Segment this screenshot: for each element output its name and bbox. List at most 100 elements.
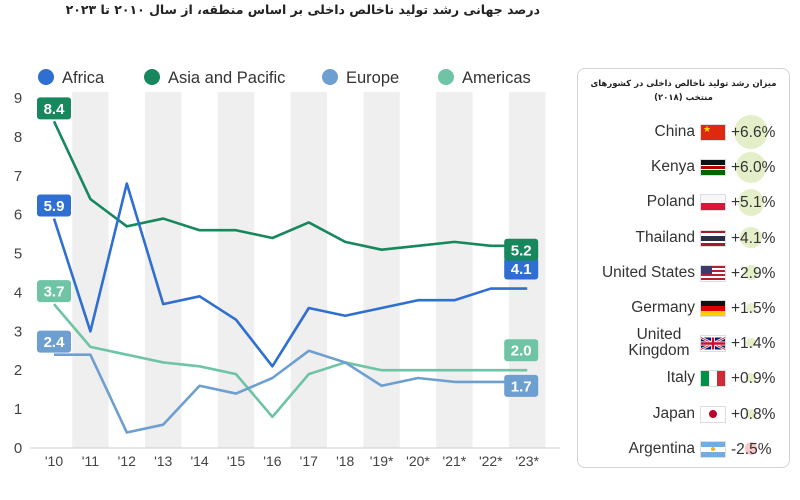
country-row: Poland +5.1% [578, 187, 791, 217]
x-tick-label: '16 [263, 453, 281, 469]
country-name: United States [601, 263, 695, 281]
usa-flag-icon [700, 264, 726, 282]
series-line-americas [53, 303, 528, 419]
country-value: +6.0% [731, 159, 776, 177]
value-bubble [744, 442, 758, 456]
country-value: +0.9% [731, 370, 776, 388]
country-name: Italy [666, 369, 695, 387]
x-tick-label: '23* [515, 453, 539, 469]
series-lines [52, 120, 528, 434]
year-stripe [290, 92, 327, 448]
data-label-box [37, 194, 71, 217]
country-value: +1.4% [731, 335, 776, 353]
legend-label: Europe [346, 69, 399, 87]
argentina-flag-icon [700, 440, 726, 458]
country-name: Japan [652, 404, 695, 422]
uk-flag-icon [700, 335, 726, 353]
series-line-asia-and-pacific [52, 120, 528, 251]
country-row: United States +2.9% [578, 258, 791, 288]
x-tick-label: '19* [370, 453, 394, 469]
x-tick-label: '10 [45, 453, 63, 469]
y-tick-label: 6 [14, 207, 22, 224]
country-row: Thailand +4.1% [578, 223, 791, 253]
series-line-africa [52, 182, 528, 368]
year-stripe [72, 92, 109, 448]
y-tick-label: 5 [14, 246, 22, 263]
data-label-box [504, 374, 539, 397]
country-value: +6.6% [731, 124, 776, 141]
value-bubble [735, 151, 767, 183]
thailand-flag-icon [700, 229, 726, 247]
x-tick-label: '14 [190, 453, 208, 469]
y-tick-label: 1 [14, 401, 22, 418]
data-label: 5.2 [511, 242, 532, 259]
italy-flag-icon [700, 370, 726, 388]
country-value: +5.1% [731, 194, 776, 212]
x-tick-label: '12 [118, 453, 136, 469]
y-tick-label: 2 [14, 362, 22, 379]
data-label: 1.7 [511, 378, 532, 395]
legend-marker [438, 69, 454, 85]
country-name: China [654, 123, 696, 140]
x-tick-label: '13 [154, 453, 172, 469]
country-value: +0.8% [731, 405, 776, 423]
y-tick-label: 4 [14, 284, 22, 301]
legend-marker [38, 69, 54, 85]
country-name: Argentina [628, 439, 695, 457]
country-growth-panel: میزان رشد تولید ناخالص داخلی در کشورهای … [577, 68, 790, 468]
data-label-box [37, 280, 71, 303]
data-label-box [504, 339, 539, 362]
legend: Africa Asia and Pacific Europe Americas [38, 69, 531, 87]
y-tick-label: 0 [14, 440, 22, 457]
data-label-box [37, 330, 71, 353]
country-name: Thailand [635, 228, 695, 246]
value-bubble [743, 265, 759, 281]
y-tick-label: 7 [14, 168, 22, 185]
country-row: United Kingdom +1.4% [578, 326, 791, 360]
year-stripes [30, 92, 560, 449]
country-row: Germany +1.5% [578, 293, 791, 323]
country-value: +2.9% [731, 264, 776, 282]
china-flag-icon: ★ [700, 124, 726, 141]
x-tick-label: '22* [479, 453, 503, 469]
legend-label: Americas [462, 69, 531, 87]
y-tick-label: 8 [14, 129, 22, 146]
country-row: Kenya +6.0% [578, 151, 791, 183]
country-row: China ★ +6.6% [578, 115, 791, 149]
country-value: -2.5% [731, 440, 772, 458]
data-label: 4.1 [511, 261, 532, 278]
x-tick-label: '15 [227, 453, 245, 469]
country-row: Argentina -2.5% [578, 434, 791, 464]
x-tick-label: '21* [443, 453, 467, 469]
data-label-box [504, 257, 539, 280]
value-bubble [737, 189, 765, 216]
data-label-box [37, 97, 71, 120]
country-name: Kenya [651, 158, 695, 176]
data-label: 3.7 [44, 284, 65, 301]
country-value: +4.1% [731, 229, 776, 247]
legend-label: Africa [62, 69, 105, 87]
legend-marker [144, 69, 160, 85]
value-bubble [734, 115, 768, 149]
data-label: 5.9 [44, 198, 65, 215]
country-value: +1.5% [731, 300, 776, 317]
country-row: Japan +0.8% [578, 399, 791, 429]
data-label: 2.4 [44, 334, 66, 351]
legend-marker [322, 69, 338, 85]
data-labels: 5.9 4.1 8.4 5.2 2.4 1.7 3.7 2.0 [37, 97, 539, 397]
kenya-flag-icon [700, 159, 726, 177]
country-row: Italy +0.9% [578, 363, 791, 393]
country-name: United Kingdom [628, 326, 690, 360]
year-stripe [436, 92, 473, 448]
y-tick-label: 3 [14, 323, 22, 340]
y-axis: 0 1 2 3 4 5 6 7 8 9 [14, 90, 22, 457]
chart-title: درصد جهانی رشد تولید ناخالص داخلی بر اسا… [65, 2, 540, 17]
year-stripe [145, 92, 182, 448]
country-name: Poland [646, 193, 695, 211]
year-stripe [363, 92, 400, 448]
germany-flag-icon [700, 300, 726, 317]
x-tick-label: '18 [336, 453, 354, 469]
x-tick-label: '11 [82, 453, 99, 469]
data-label: 2.0 [511, 343, 532, 360]
value-bubble [746, 373, 756, 384]
